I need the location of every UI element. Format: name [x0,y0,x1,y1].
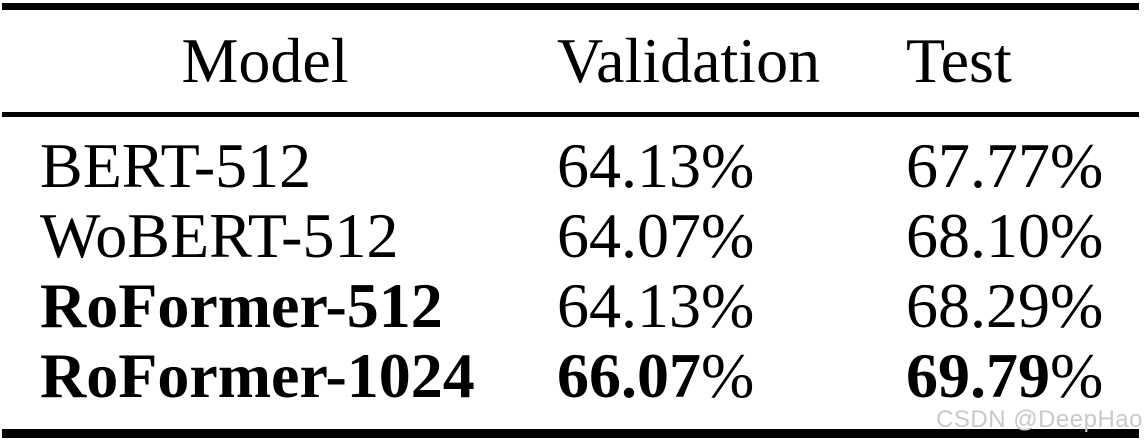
table-top-rule [2,3,1139,10]
table-row: RoFormer-512 64.13% 68.29% [40,271,1146,341]
column-header-model: Model [181,25,349,96]
table-row: WoBERT-512 64.07% 68.10% [40,201,1146,271]
model-cell: BERT-512 [40,130,312,201]
test-cell: 67.77% [906,130,1104,201]
validation-cell: 64.13% [557,130,755,201]
table-row: BERT-512 64.13% 67.77% [40,131,1146,201]
test-cell: 69.79% [906,340,1104,411]
column-header-test: Test [906,25,1012,96]
watermark-text: CSDN @DeepHao [936,406,1143,433]
validation-cell: 64.13% [557,270,755,341]
table-bottom-rule [2,429,1139,438]
table-header-row: Model Validation Test [40,26,1146,96]
table-row: RoFormer-1024 66.07% 69.79% [40,341,1146,411]
model-cell: RoFormer-512 [40,270,443,341]
test-cell: 68.29% [906,270,1104,341]
validation-cell: 66.07% [557,340,755,411]
validation-cell: 64.07% [557,200,755,271]
table-header-rule [2,112,1139,117]
test-cell: 68.10% [906,200,1104,271]
column-header-validation: Validation [557,25,821,96]
model-cell: WoBERT-512 [40,200,399,271]
model-cell: RoFormer-1024 [40,340,475,411]
